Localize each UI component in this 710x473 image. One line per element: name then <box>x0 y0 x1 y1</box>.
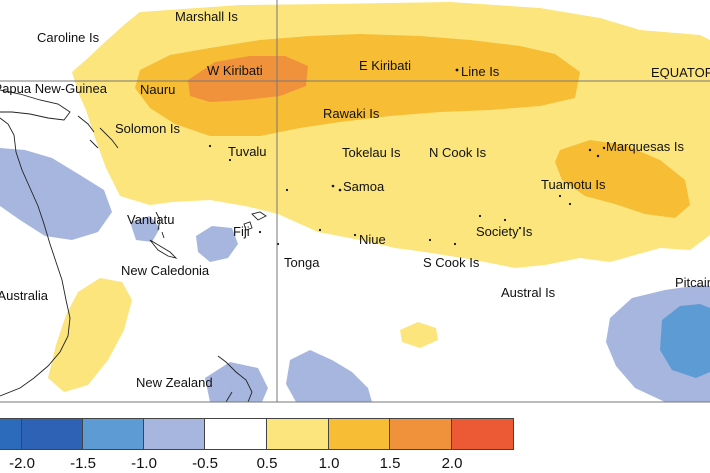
label-tuamotu-is: Tuamotu Is <box>541 177 606 192</box>
anomaly-region-negative-vanuatu <box>130 216 160 242</box>
coastline-new-guinea <box>0 89 71 121</box>
legend-swatch-2 <box>22 418 83 450</box>
label-e-kiribati: E Kiribati <box>359 58 412 73</box>
anomaly-patch-small-1 <box>400 322 438 348</box>
anomaly-region-negative-central <box>286 350 372 402</box>
label-vanuatu: Vanuatu <box>127 212 175 227</box>
legend-swatch-5 <box>205 418 267 450</box>
anomaly-region-strong-negative-east <box>660 304 710 378</box>
label-w-kiribati: W Kiribati <box>207 63 263 78</box>
label-niue: Niue <box>359 232 386 247</box>
anomaly-region-strong <box>188 56 308 102</box>
label-australia: Australia <box>0 289 48 302</box>
legend-swatch-6 <box>267 418 329 450</box>
legend-tick-5: 0.5 <box>256 455 278 472</box>
coastline-new-caledonia <box>149 239 178 259</box>
label-samoa: Samoa <box>343 179 385 194</box>
label-marquesas-is: Marquesas Is <box>606 139 685 154</box>
label-line-is: Line Is <box>461 64 500 79</box>
label-rawaki-is: Rawaki Is <box>323 106 380 121</box>
label-equator-text: EQUATOR <box>651 66 710 79</box>
label-society-is: Society Is <box>476 224 533 239</box>
label-solomon-is: Solomon Is <box>115 121 181 136</box>
label-equator: EQUATOR <box>651 66 710 79</box>
coastline-vanuatu <box>155 211 165 239</box>
label-tokelau-is: Tokelau Is <box>342 145 401 160</box>
label-papua-new-guinea-text: Papua New-Guinea <box>0 82 107 95</box>
coastline-fiji <box>243 211 267 231</box>
legend-swatch-4 <box>144 418 205 450</box>
legend-swatch-1 <box>0 418 22 450</box>
label-papua-new-guinea: Papua New-Guinea <box>0 82 107 95</box>
legend-tick-3: -1.0 <box>131 455 157 472</box>
label-tonga: Tonga <box>284 255 320 270</box>
coastlines <box>0 89 267 402</box>
legend-swatch-9 <box>452 418 514 450</box>
label-fiji: Fiji <box>233 224 250 239</box>
label-n-cook-is: N Cook Is <box>429 145 487 160</box>
legend-swatch-3 <box>83 418 144 450</box>
label-marshall-is: Marshall Is <box>175 9 238 24</box>
legend-tick-2: -1.5 <box>70 455 96 472</box>
label-new-zealand: New Zealand <box>136 375 213 390</box>
legend-tick-8: 2.0 <box>441 455 463 472</box>
anomaly-patch-australia <box>48 278 132 392</box>
legend-tick-6: 1.0 <box>318 455 340 472</box>
coastline-solomon <box>77 115 119 149</box>
legend-tick-4: -0.5 <box>192 455 218 472</box>
island-dots <box>208 68 606 246</box>
label-australia-text: Australia <box>0 289 48 302</box>
label-pitcairn-text: Pitcairn <box>675 276 710 289</box>
label-s-cook-is: S Cook Is <box>423 255 480 270</box>
label-new-caledonia: New Caledonia <box>121 263 210 278</box>
anomaly-patch-small-2 <box>690 40 710 62</box>
legend-tick-7: 1.5 <box>379 455 401 472</box>
label-pitcairn: Pitcairn <box>675 276 710 289</box>
legend-swatch-8 <box>390 418 452 450</box>
legend-swatch-7 <box>329 418 390 450</box>
coastline-new-zealand <box>217 355 253 402</box>
anomaly-region-negative-caledonia <box>196 226 238 262</box>
anomaly-region-moderate-east <box>555 140 690 218</box>
coastline-australia <box>0 117 71 397</box>
label-nauru: Nauru <box>140 82 176 97</box>
legend-tick-1: -2.0 <box>9 455 35 472</box>
label-austral-is: Austral Is <box>501 285 556 300</box>
anomaly-region-negative-coral <box>0 148 112 240</box>
label-caroline-is: Caroline Is <box>37 30 100 45</box>
label-tuvalu: Tuvalu <box>228 144 267 159</box>
